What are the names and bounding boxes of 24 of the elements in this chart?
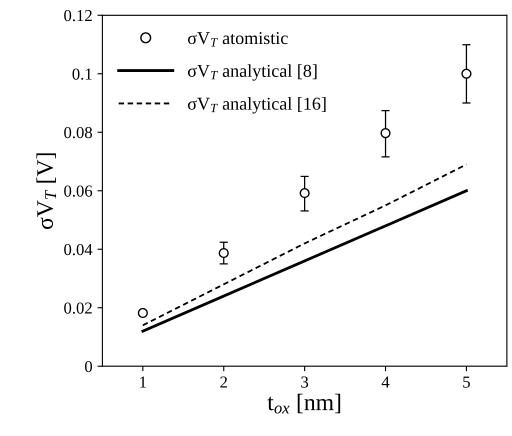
x-tick-label: 3 (301, 376, 308, 388)
x-tick-label: 1 (140, 376, 146, 388)
y-tick-label: 0.08 (64, 126, 92, 138)
y-tick-label: 0 (84, 360, 92, 372)
line-series (142, 164, 468, 326)
y-tick-label: 0.1 (72, 68, 92, 80)
point (300, 188, 310, 198)
x-tick-label: 4 (382, 376, 390, 388)
line-series (141, 189, 468, 333)
y-tick-label: 0.04 (64, 244, 92, 256)
legend-label: σV$_{T}$ atomistic (188, 32, 288, 46)
legend-label: σV$_{T}$ analytical [16] (188, 97, 326, 114)
y-tick-label: 0.06 (64, 185, 92, 197)
point (138, 308, 148, 318)
legend-label: σV$_{T}$ analytical [8] (188, 64, 317, 81)
x-tick-label: 2 (220, 376, 227, 388)
x-axis-title: t$_{ox}$ [nm] (267, 394, 340, 414)
point (218, 248, 229, 258)
y-tick-label: 0.12 (64, 10, 92, 22)
x-tick-label: 5 (463, 376, 470, 388)
y-tick-label: 0.02 (64, 302, 92, 314)
point (380, 128, 391, 138)
point (461, 68, 472, 79)
y-axis-title: σV$_{T}$ [V] (36, 153, 56, 230)
